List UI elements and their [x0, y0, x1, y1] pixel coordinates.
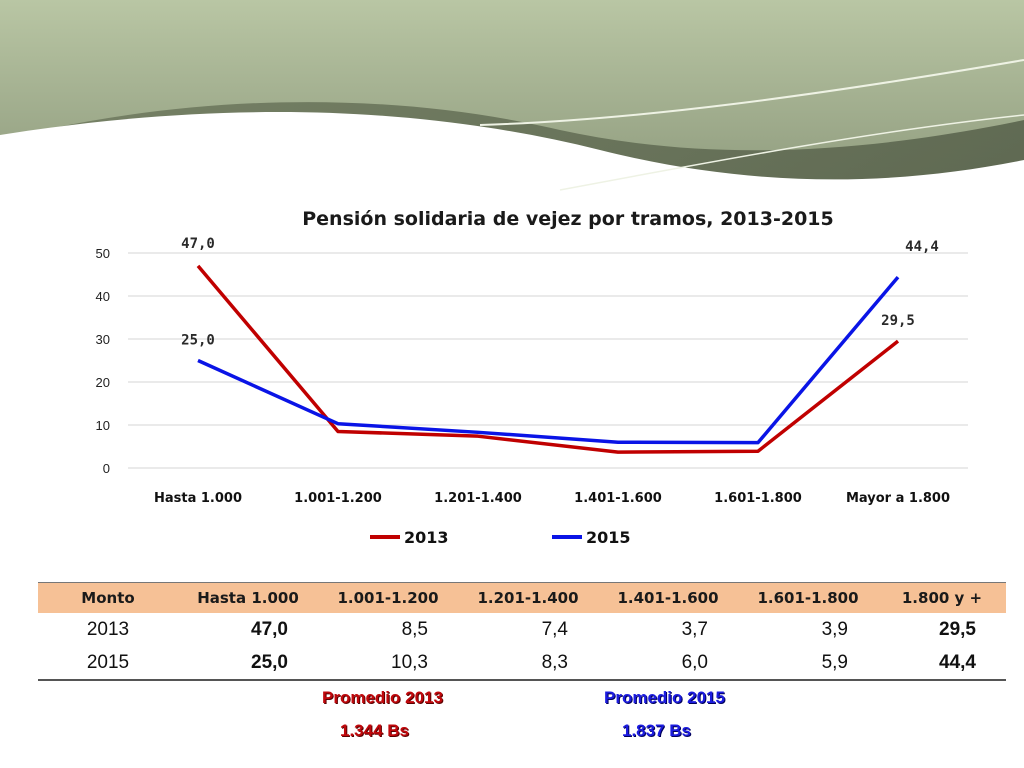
data-label: 29,5	[881, 313, 915, 329]
data-label: 47,0	[181, 236, 215, 252]
y-tick-label: 0	[103, 461, 110, 476]
decorative-header-banner	[0, 0, 1024, 210]
legend-label: 2015	[586, 528, 631, 547]
y-tick-label: 10	[96, 418, 110, 433]
average-2015-value: 1.837 Bs	[622, 721, 691, 740]
table-cell: 25,0	[178, 646, 318, 681]
legend-label: 2013	[404, 528, 449, 547]
table-header-cell: 1.401-1.600	[598, 582, 738, 613]
chart-title: Pensión solidaria de vejez por tramos, 2…	[302, 208, 833, 230]
table-cell: 6,0	[598, 646, 738, 681]
data-label: 25,0	[181, 333, 215, 349]
legend: 2013 2015	[370, 528, 631, 547]
table-header-cell: Monto	[38, 582, 178, 613]
series-line-2013	[196, 264, 900, 454]
table-row-label: 2015	[38, 646, 178, 681]
x-tick-label: 1.601-1.800	[714, 491, 802, 506]
x-axis-ticks: Hasta 1.000 1.001-1.200 1.201-1.400 1.401-1…	[154, 491, 950, 506]
table-header-cell: 1.601-1.800	[738, 582, 878, 613]
table-header-cell: 1.800 y +	[878, 582, 1006, 613]
y-tick-label: 30	[96, 332, 110, 347]
table-header-cell: Hasta 1.000	[178, 582, 318, 613]
table-header-cell: 1.201-1.400	[458, 582, 598, 613]
table-cell: 29,5	[939, 618, 976, 640]
table-header-row: Monto Hasta 1.000 1.001-1.200 1.201-1.40…	[38, 582, 1006, 613]
line-chart: Pensión solidaria de vejez por tramos, 2…	[96, 208, 968, 547]
table-cell: 8,5	[401, 618, 428, 640]
x-tick-label: 1.401-1.600	[574, 491, 662, 506]
x-tick-label: Hasta 1.000	[154, 491, 242, 506]
series-line-2015	[197, 275, 900, 445]
table-cell: 8,3	[458, 646, 598, 681]
table-cell: 44,4	[878, 646, 1006, 681]
average-2015-label: Promedio 2015	[604, 688, 725, 707]
table-cell: 5,9	[738, 646, 878, 681]
x-tick-label: 1.001-1.200	[294, 491, 382, 506]
average-2013-label: Promedio 2013	[322, 688, 443, 707]
table-cell: 7,4	[541, 618, 568, 640]
table-header-cell: 1.001-1.200	[318, 582, 458, 613]
average-2013-value: 1.344 Bs	[340, 721, 409, 740]
table-row: 2015 25,0 10,3 8,3 6,0 5,9 44,4	[38, 646, 1006, 681]
table-row-label: 2013	[86, 618, 130, 640]
table-cell: 47,0	[251, 618, 288, 640]
table-cell: 3,7	[681, 618, 708, 640]
data-label: 44,4	[905, 239, 939, 255]
table-row: 2013 47,0 8,5 7,4 3,7 3,9 29,5	[38, 613, 1006, 646]
data-table: Monto Hasta 1.000 1.001-1.200 1.201-1.40…	[38, 582, 1006, 681]
y-axis-ticks: 0 10 20 30 40 50	[96, 246, 110, 476]
table-cell: 10,3	[318, 646, 458, 681]
x-tick-label: Mayor a 1.800	[846, 491, 950, 506]
y-tick-label: 20	[96, 375, 110, 390]
table-cell: 3,9	[821, 618, 848, 640]
gridlines	[128, 252, 968, 469]
y-tick-label: 40	[96, 289, 110, 304]
series-lines	[196, 264, 900, 454]
x-tick-label: 1.201-1.400	[434, 491, 522, 506]
y-tick-label: 50	[96, 246, 110, 261]
data-labels: 47,0 25,0 44,4 29,5	[181, 236, 939, 349]
